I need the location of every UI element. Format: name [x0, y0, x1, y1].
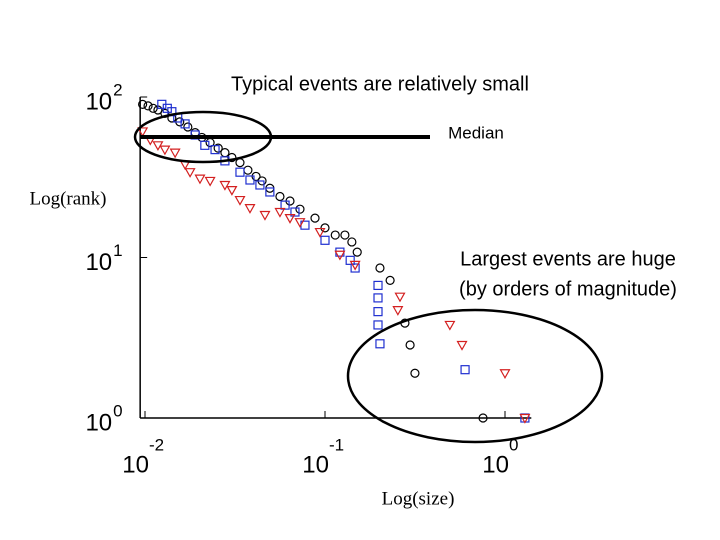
point	[394, 292, 406, 303]
annotation: Median	[448, 123, 504, 142]
point	[213, 143, 223, 153]
point	[352, 247, 362, 257]
point	[284, 213, 296, 224]
point	[340, 230, 350, 240]
point	[274, 207, 286, 218]
point	[405, 340, 415, 350]
x-tick-label: 10	[482, 451, 509, 478]
point	[255, 180, 265, 190]
x-tick-exponent: -2	[149, 435, 164, 454]
point	[314, 227, 326, 238]
point	[444, 320, 456, 331]
point	[347, 237, 357, 247]
point	[219, 180, 231, 191]
chart-title: Typical events are relatively small	[231, 73, 529, 95]
point	[180, 119, 190, 129]
point	[392, 306, 404, 316]
tail-ellipse	[346, 308, 604, 444]
point	[310, 213, 320, 223]
y-axis-label: Log(rank)	[29, 188, 106, 209]
y-tick-exponent: 2	[113, 80, 122, 99]
x-tick-exponent: -1	[329, 435, 344, 454]
point	[275, 191, 285, 202]
point	[290, 207, 300, 217]
point	[184, 168, 196, 178]
point	[245, 175, 255, 185]
point	[194, 174, 206, 185]
x-axis-label: Log(size)	[382, 488, 455, 509]
x-tick-label: 10	[122, 451, 149, 478]
point	[235, 167, 245, 177]
y-tick-exponent: 0	[113, 401, 122, 420]
point	[385, 275, 395, 285]
point	[373, 280, 383, 291]
point	[204, 176, 216, 187]
point	[410, 368, 420, 378]
point	[234, 195, 246, 206]
y-tick-exponent: 1	[113, 241, 122, 260]
point	[330, 230, 340, 240]
point	[373, 307, 383, 317]
point	[456, 340, 468, 351]
point	[373, 320, 383, 330]
point	[375, 263, 385, 273]
y-tick-label: 10	[85, 88, 112, 115]
point	[210, 145, 220, 155]
point	[200, 140, 210, 150]
point	[159, 145, 171, 156]
point	[138, 99, 148, 109]
point	[320, 223, 330, 233]
point	[265, 187, 275, 197]
point	[148, 103, 158, 113]
point	[519, 413, 531, 424]
point	[259, 210, 271, 221]
point	[183, 122, 193, 132]
point	[349, 260, 361, 271]
annotation: Largest events are huge	[460, 248, 676, 270]
point	[137, 127, 149, 138]
y-tick-label: 10	[85, 409, 112, 436]
point	[334, 250, 346, 261]
point	[226, 185, 238, 196]
point	[295, 204, 305, 214]
point	[244, 204, 256, 214]
point	[478, 413, 488, 423]
point	[143, 101, 153, 111]
annotation: (by orders of magnitude)	[459, 278, 677, 300]
point	[499, 369, 511, 379]
point	[350, 263, 360, 273]
point	[375, 339, 385, 349]
x-tick-label: 10	[302, 451, 329, 478]
point	[460, 365, 470, 375]
point	[345, 255, 355, 265]
x-tick-exponent: 0	[509, 435, 518, 454]
point	[373, 293, 383, 303]
y-tick-label: 10	[85, 249, 112, 276]
point	[169, 148, 181, 159]
point	[320, 235, 330, 245]
point	[280, 200, 290, 210]
point	[294, 218, 306, 228]
